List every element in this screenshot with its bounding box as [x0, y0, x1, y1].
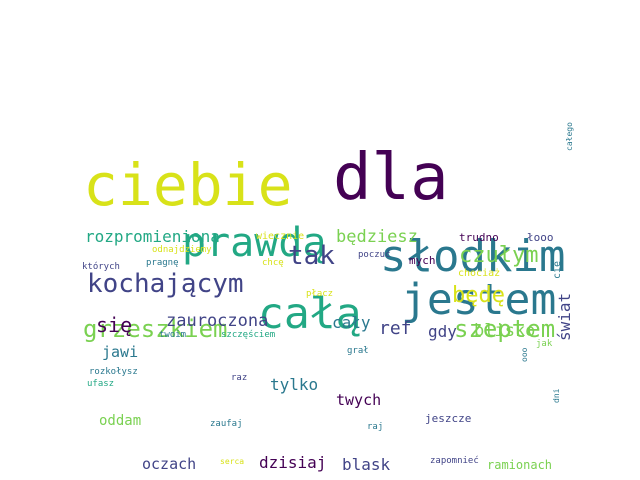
word: grzeszkiem [83, 315, 228, 343]
word: kochającym [87, 269, 244, 299]
word: całą [258, 289, 362, 339]
word: trudno [459, 231, 499, 244]
word: jak [536, 339, 553, 349]
word: oddam [99, 413, 142, 429]
word: całego [565, 122, 574, 151]
word: mych [409, 254, 436, 267]
word: rozkołysz [89, 367, 138, 377]
word: zauroczona [166, 311, 269, 331]
word: tak [288, 241, 335, 271]
word: cały [332, 313, 371, 332]
word: będę [452, 283, 505, 308]
word: jeszcze [425, 412, 472, 425]
word: serca [220, 457, 245, 466]
word: chcę [262, 258, 284, 268]
word-cloud: dla ciebie prawdą słodkim jestem całą ko… [80, 112, 576, 472]
word: twych [336, 391, 382, 409]
word: szeptem [454, 315, 556, 343]
word: zaufaj [210, 419, 243, 429]
word: zapomnieć [430, 456, 479, 466]
word: wiecznie [256, 231, 305, 242]
word: się [96, 313, 133, 337]
word: blisko [474, 321, 536, 341]
word: jawi [102, 343, 139, 361]
word: twoim [159, 330, 187, 340]
word: grał [347, 346, 369, 356]
word: słodkim [380, 231, 566, 282]
word: cię [552, 260, 563, 279]
word: ciebie [83, 151, 293, 219]
word: świat [555, 292, 574, 341]
word: ref [379, 318, 412, 339]
word: ooo [520, 347, 529, 362]
word: jestem [401, 275, 557, 325]
word: rozpromieniona [85, 227, 220, 246]
word: pragnę [146, 258, 179, 268]
word: dzisiaj [259, 453, 327, 472]
word: prawdą [182, 220, 327, 266]
word: raz [231, 373, 248, 383]
word: ufasz [87, 379, 115, 389]
word: gdy [428, 322, 457, 341]
word: chociaż [458, 268, 501, 279]
word: dni [552, 388, 561, 403]
word: płacz [306, 289, 334, 299]
word: czułym [459, 243, 539, 268]
word: oczach [142, 455, 197, 473]
word: łooo [527, 231, 554, 244]
word: ramionach [487, 458, 553, 472]
word: odnajdziemy [152, 245, 212, 255]
word: szczęściem [221, 330, 276, 340]
word: raj [367, 422, 384, 432]
word: których [82, 262, 120, 272]
word: tylko [270, 375, 319, 394]
word: poczuć [358, 250, 391, 260]
word: blask [342, 455, 391, 474]
word: będziesz [336, 227, 418, 247]
word: dla [333, 141, 449, 215]
